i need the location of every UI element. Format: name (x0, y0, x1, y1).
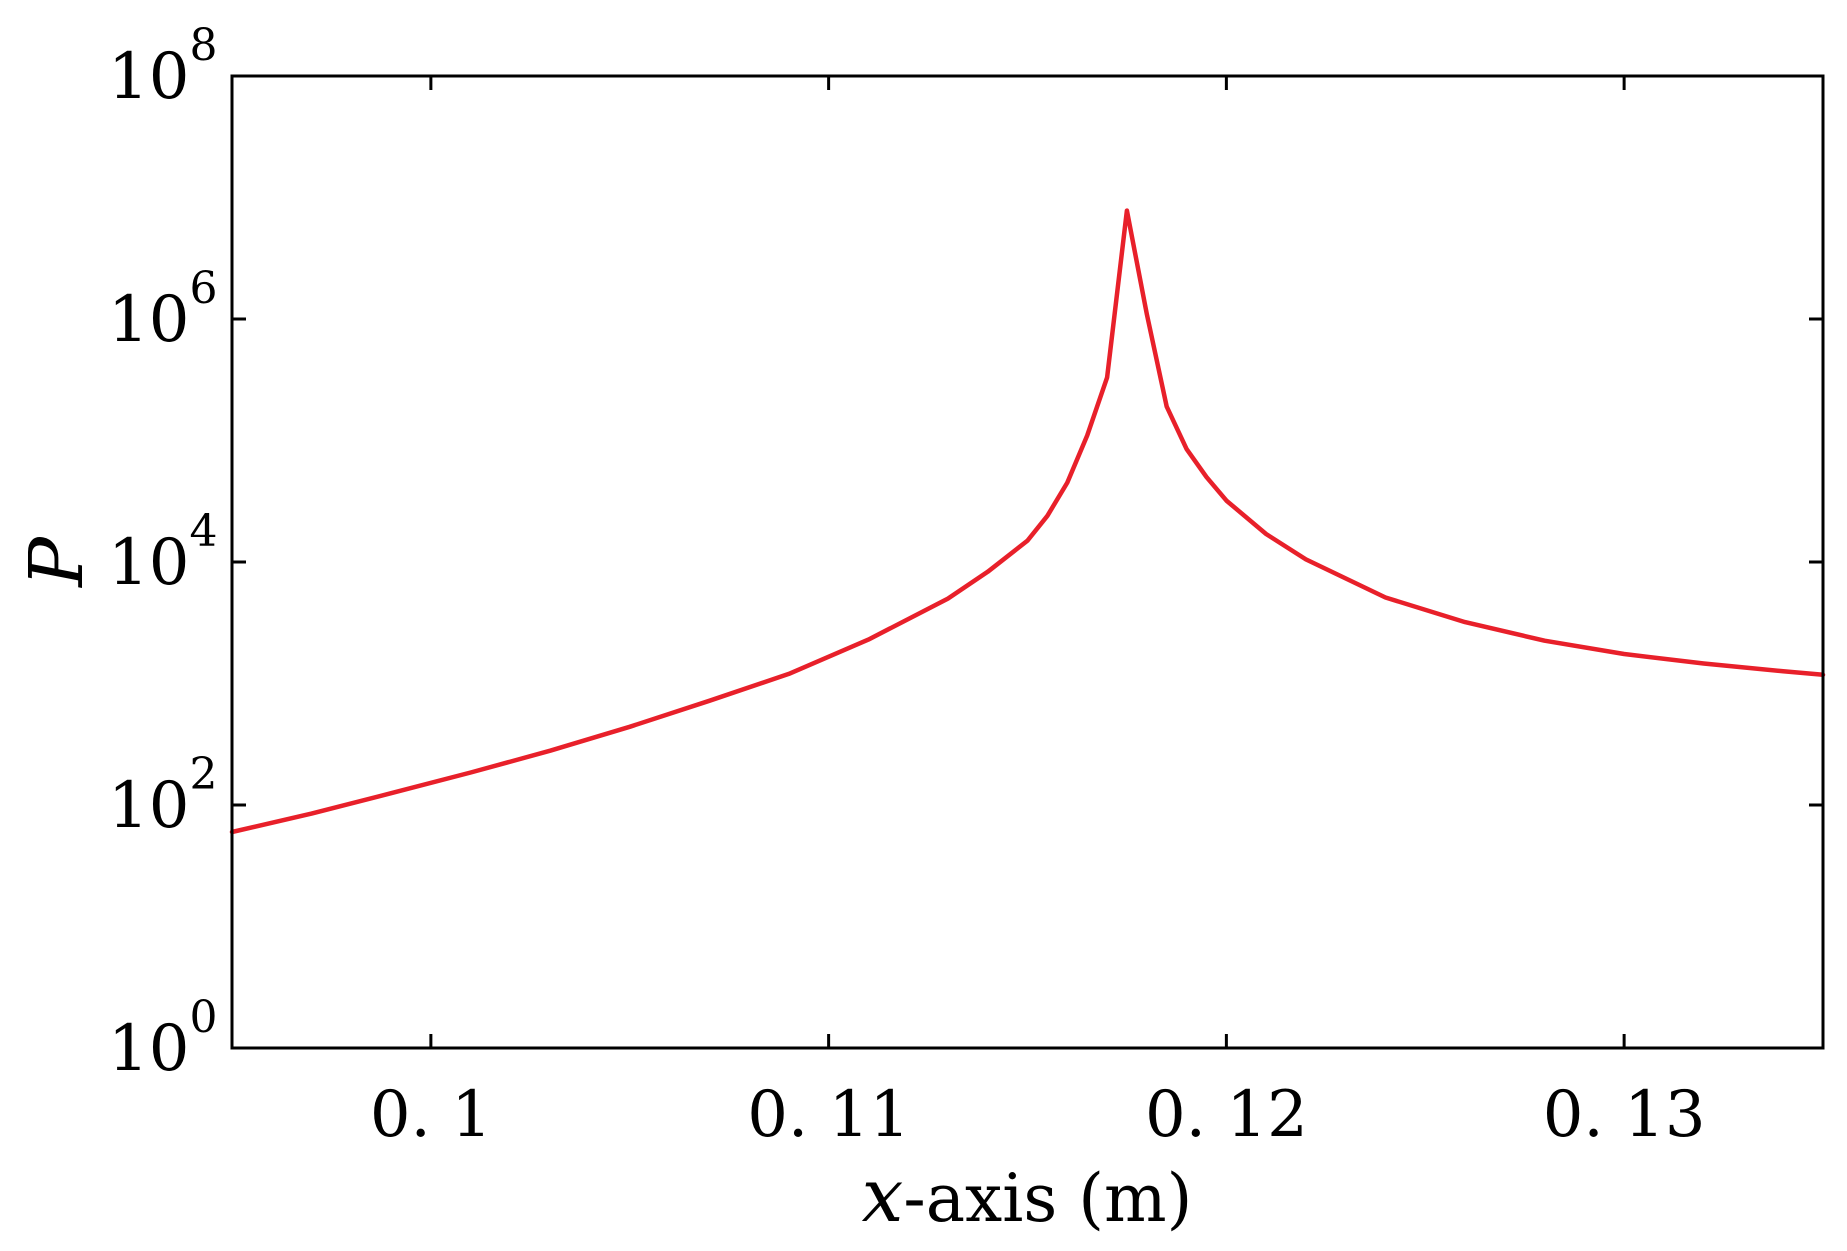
y-tick-label: 104 (108, 506, 217, 600)
y-axis-title: P (14, 536, 100, 589)
x-tick-label: 0. 12 (1145, 1078, 1308, 1152)
x-ticks: 0. 1 0. 11 0. 12 0. 13 (370, 76, 1706, 1152)
y-tick-label-base: 10 (108, 769, 189, 843)
y-tick-label-base: 10 (108, 526, 189, 600)
plot-frame (230, 74, 1825, 1050)
y-tick-label-exponent: 0 (189, 992, 217, 1043)
y-tick-label: 102 (108, 749, 217, 843)
y-tick-label: 106 (108, 263, 217, 357)
y-tick-label-exponent: 8 (189, 20, 217, 71)
y-tick-label-exponent: 2 (189, 749, 217, 800)
x-tick-label: 0. 1 (370, 1078, 492, 1152)
x-axis-title-rest: -axis (m) (903, 1160, 1192, 1237)
y-tick-label: 108 (108, 20, 217, 114)
x-axis-title-variable: x (862, 1153, 904, 1239)
series-line (229, 208, 1826, 835)
y-tick-label-base: 10 (108, 1012, 189, 1086)
y-tick-label-base: 10 (108, 283, 189, 357)
x-tick-label: 0. 13 (1543, 1078, 1706, 1152)
plot-area (232, 76, 1823, 1048)
y-tick-label-base: 10 (108, 40, 189, 114)
series-group (229, 208, 1826, 835)
y-tick-label: 100 (108, 992, 217, 1086)
y-tick-label-exponent: 6 (189, 263, 217, 314)
x-axis-title: x-axis (m) (862, 1153, 1193, 1239)
x-tick-label: 0. 11 (747, 1078, 910, 1152)
y-tick-label-exponent: 4 (189, 506, 217, 557)
